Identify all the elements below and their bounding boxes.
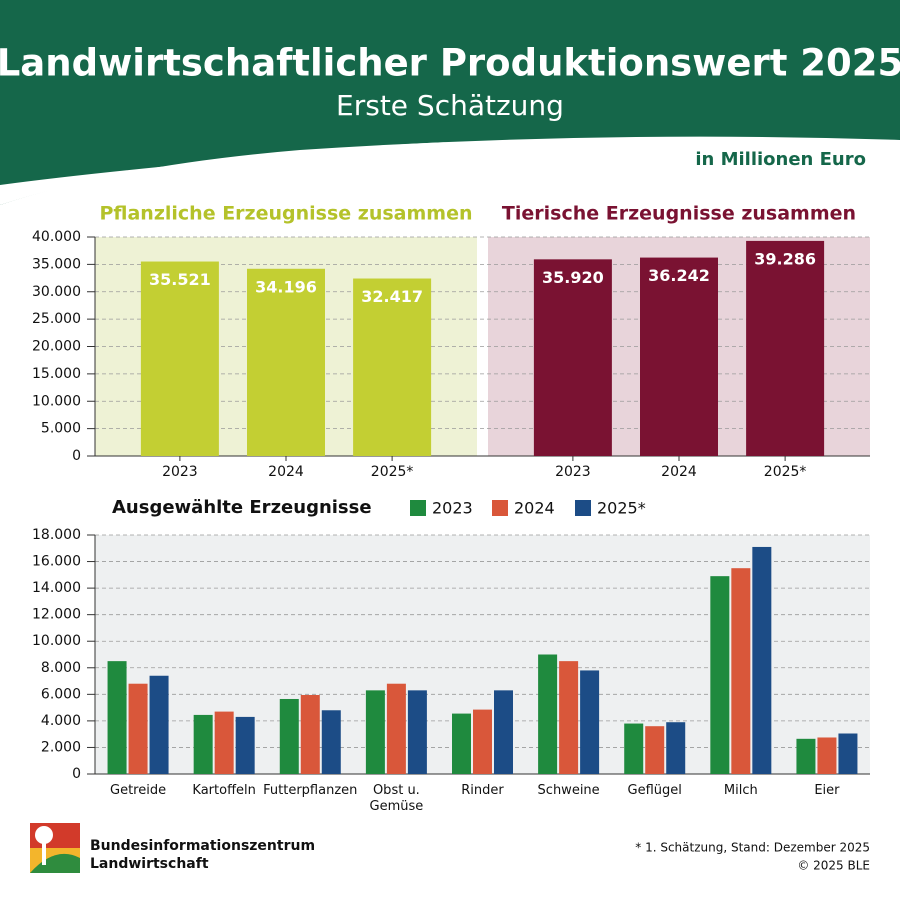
subtitle: Erste Schätzung xyxy=(336,89,564,122)
legend-label: 2023 xyxy=(432,499,473,518)
bar xyxy=(386,683,406,774)
y-tick-label: 12.000 xyxy=(32,607,81,623)
bar xyxy=(140,261,219,456)
organization: Landwirtschaft xyxy=(90,856,209,872)
y-tick-label: 15.000 xyxy=(32,366,81,382)
legend-swatch xyxy=(575,500,591,516)
bar xyxy=(796,738,816,774)
x-tick-label: Futterpflanzen xyxy=(263,783,357,798)
y-tick-label: 16.000 xyxy=(32,554,81,570)
x-tick-label: Kartoffeln xyxy=(192,783,255,798)
bar xyxy=(235,716,255,774)
y-tick-label: 40.000 xyxy=(32,229,81,245)
bar xyxy=(710,576,730,774)
panel-title: Pflanzliche Erzeugnisse zusammen xyxy=(99,203,472,225)
legend-label: 2024 xyxy=(514,499,555,518)
bar xyxy=(559,661,579,774)
y-tick-label: 6.000 xyxy=(41,686,81,702)
bar xyxy=(494,690,513,774)
bar xyxy=(353,278,432,456)
x-tick-label: Geflügel xyxy=(628,783,682,798)
x-tick-label: Eier xyxy=(814,783,840,798)
x-tick-label: Schweine xyxy=(538,783,600,798)
bar xyxy=(107,661,127,774)
y-tick-label: 25.000 xyxy=(32,311,81,327)
value-label: 39.286 xyxy=(754,249,816,268)
value-label: 35.521 xyxy=(149,270,211,289)
bar xyxy=(666,722,686,774)
value-label: 34.196 xyxy=(255,277,317,296)
logo xyxy=(30,823,80,873)
panel-title: Tierische Erzeugnisse zusammen xyxy=(502,203,856,225)
y-tick-label: 20.000 xyxy=(32,339,81,355)
bar xyxy=(752,546,772,774)
x-tick-label: 2023 xyxy=(555,464,591,480)
bar xyxy=(645,726,665,774)
bar xyxy=(580,670,600,774)
bar xyxy=(214,711,234,774)
y-tick-label: 4.000 xyxy=(41,713,81,729)
y-tick-label: 10.000 xyxy=(32,633,81,649)
x-tick-label: 2024 xyxy=(661,464,697,480)
organization: Bundesinformationszentrum xyxy=(90,838,315,854)
bar xyxy=(279,698,299,774)
y-tick-label: 30.000 xyxy=(32,284,81,300)
bar xyxy=(817,737,837,774)
x-tick-label: Rinder xyxy=(461,783,504,798)
bar xyxy=(193,714,213,774)
x-tick-label: Getreide xyxy=(110,783,166,798)
x-tick-label: 2024 xyxy=(268,464,304,480)
header-band xyxy=(0,0,900,205)
x-tick-label: 2025* xyxy=(371,464,414,480)
bar xyxy=(452,713,471,774)
x-tick-label: Obst u. Gemüse xyxy=(370,783,424,814)
bar xyxy=(321,710,341,774)
y-tick-label: 18.000 xyxy=(32,527,81,543)
bar xyxy=(149,675,169,774)
bar xyxy=(640,257,718,456)
y-tick-label: 0 xyxy=(72,448,81,464)
legend-label: 2025* xyxy=(597,499,646,518)
y-tick-label: 10.000 xyxy=(32,393,81,409)
bar xyxy=(473,709,492,774)
bar xyxy=(731,568,751,774)
bar xyxy=(407,690,427,774)
bar xyxy=(365,690,385,774)
copyright: © 2025 BLE xyxy=(797,859,870,873)
value-label: 32.417 xyxy=(361,287,423,306)
y-tick-label: 2.000 xyxy=(41,739,81,755)
bar xyxy=(128,683,148,774)
bar xyxy=(746,240,825,456)
unit: in Millionen Euro xyxy=(695,149,866,170)
value-label: 36.242 xyxy=(648,266,710,285)
bar xyxy=(247,268,325,456)
bar xyxy=(300,694,320,774)
y-tick-label: 5.000 xyxy=(41,421,81,437)
bar xyxy=(624,723,644,774)
x-tick-label: 2023 xyxy=(162,464,198,480)
value-label: 35.920 xyxy=(542,268,604,287)
x-tick-label: Milch xyxy=(724,783,758,798)
y-tick-label: 35.000 xyxy=(32,256,81,272)
y-tick-label: 0 xyxy=(72,766,81,782)
legend-swatch xyxy=(492,500,508,516)
chart-title: Ausgewählte Erzeugnisse xyxy=(112,497,372,518)
legend-swatch xyxy=(410,500,426,516)
y-tick-label: 8.000 xyxy=(41,660,81,676)
bar xyxy=(838,733,858,774)
footnote: * 1. Schätzung, Stand: Dezember 2025 xyxy=(635,841,870,855)
title: Landwirtschaftlicher Produktionswert 202… xyxy=(0,42,900,85)
bar xyxy=(533,259,612,456)
y-tick-label: 14.000 xyxy=(32,580,81,596)
x-tick-label: 2025* xyxy=(764,464,807,480)
bar xyxy=(538,654,558,774)
